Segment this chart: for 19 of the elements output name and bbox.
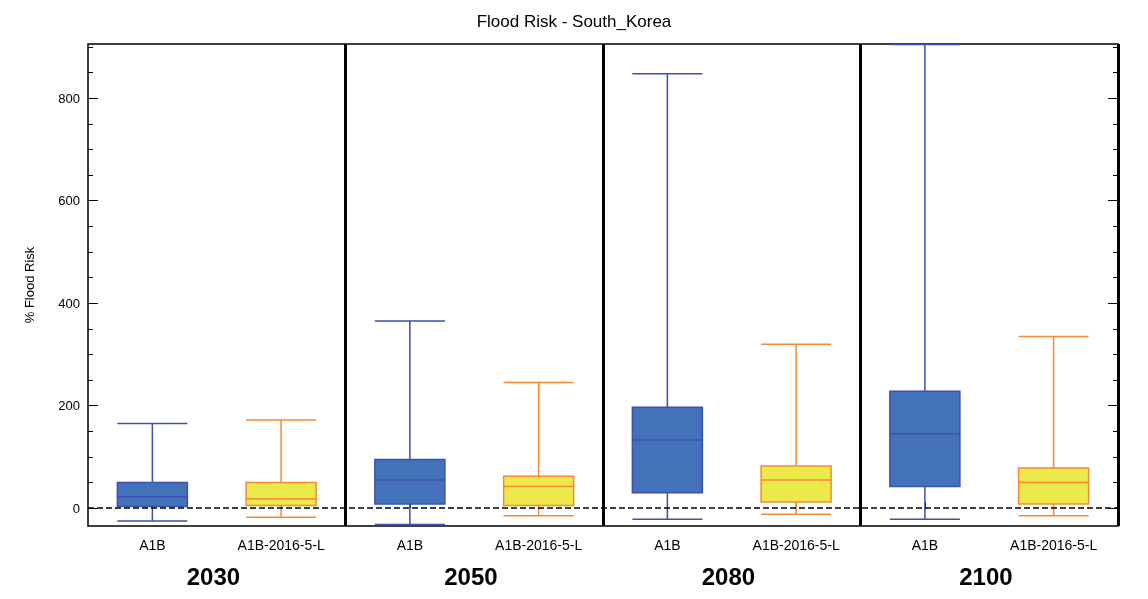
y-tick-label: 0 [72,500,80,516]
text: 2100 [959,562,1013,590]
y-tick-label: 800 [58,90,80,106]
text: 2030 [186,562,241,590]
y-tick-label: 400 [58,295,80,311]
x-tick-label: A1B-2016-5-L [1010,537,1098,553]
text: 2050 [444,562,498,590]
chart-title: Flood Risk - South_Korea [476,12,672,31]
y-tick-label: 200 [58,398,80,414]
y-tick-label: 600 [58,193,80,209]
x-tick-label: A1B [396,537,424,553]
x-tick-label: A1B [139,537,166,553]
x-tick-label: A1B-2016-5-L [495,537,583,553]
x-tick-label: A1B [654,537,681,553]
text: 2080 [701,562,756,590]
x-tick-label: A1B [911,537,939,553]
x-tick-label: A1B-2016-5-L [752,537,840,553]
y-axis-title: % Flood Risk [22,246,37,324]
x-tick-label: A1B-2016-5-L [237,537,325,553]
